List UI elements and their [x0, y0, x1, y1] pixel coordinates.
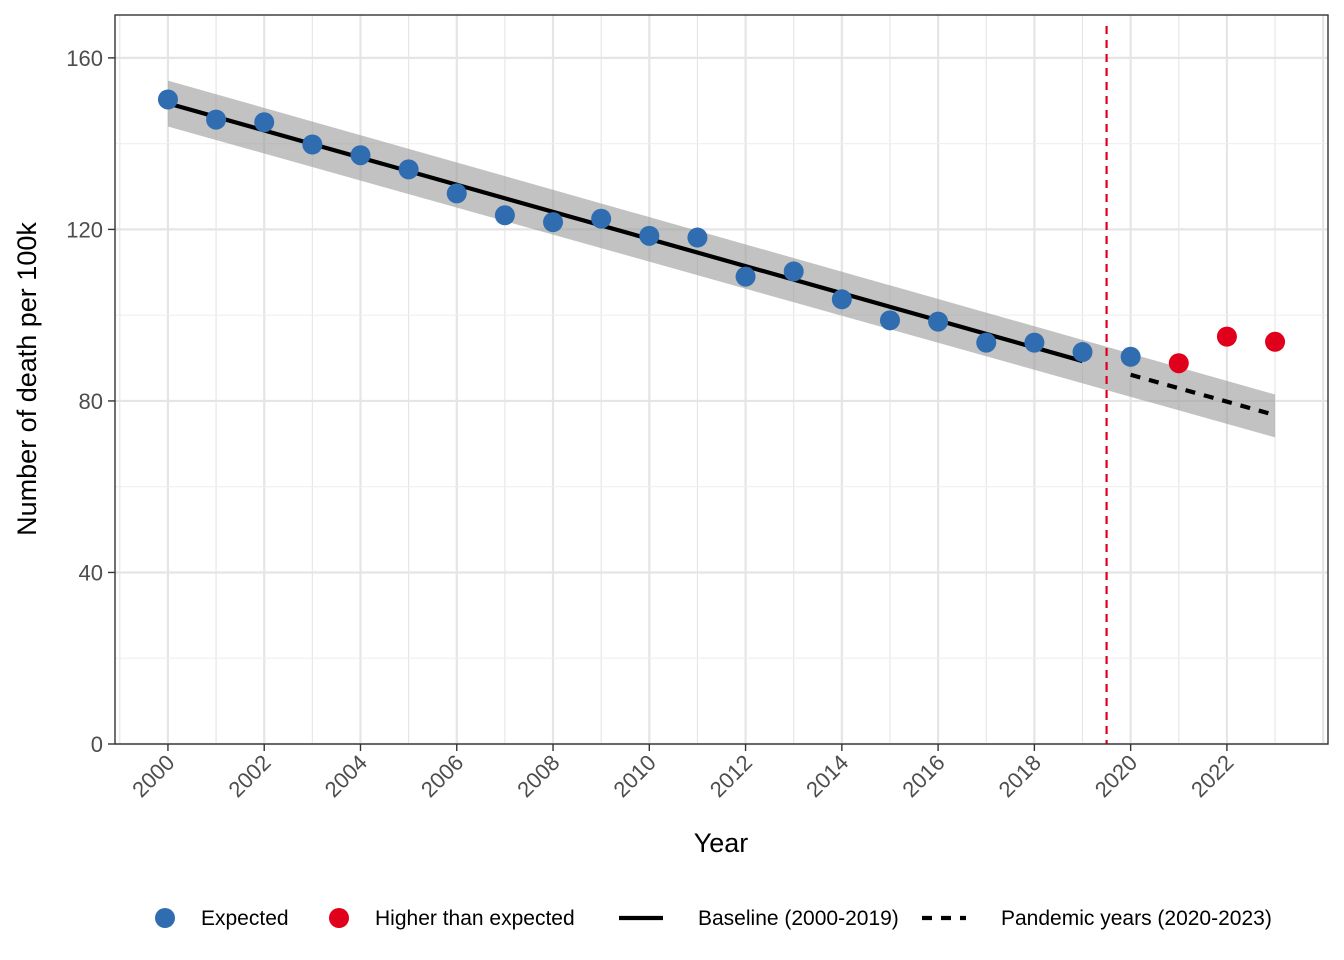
- expected-point: [206, 109, 227, 130]
- expected-point: [735, 266, 756, 287]
- x-tick-label: 2014: [801, 750, 853, 802]
- legend-label: Pandemic years (2020-2023): [1001, 907, 1272, 930]
- x-tick-label: 2022: [1186, 750, 1238, 802]
- x-tick-label: 2016: [897, 750, 949, 802]
- x-axis-title: Year: [694, 828, 749, 858]
- expected-point: [639, 225, 660, 246]
- x-tick-label: 2004: [320, 750, 372, 802]
- expected-point: [1024, 332, 1045, 353]
- x-tick-label: 2006: [416, 750, 468, 802]
- legend-key-point: [329, 908, 349, 928]
- data-points: [157, 89, 1286, 374]
- legend-label: Expected: [201, 907, 289, 930]
- plot-panel-border: [114, 14, 1329, 745]
- higher-than-expected-point: [1168, 353, 1189, 374]
- y-tick-label: 160: [66, 46, 103, 71]
- expected-point: [254, 112, 275, 133]
- legend-label: Baseline (2000-2019): [698, 907, 899, 930]
- legend: Expected Higher than expected Baseline (20…: [155, 907, 1272, 930]
- expected-point: [831, 289, 852, 310]
- legend-label: Higher than expected: [375, 907, 575, 930]
- pandemic-trend-line: [1130, 372, 1276, 418]
- x-tick-label: 2000: [127, 750, 179, 802]
- expected-point: [494, 205, 515, 226]
- axes: 0 40 80 120 160 2000 2002 2004 2006 2008 2010 2012 2…: [66, 46, 1238, 802]
- higher-than-expected-point: [1216, 326, 1237, 347]
- expected-point: [783, 261, 804, 282]
- y-axis-title: Number of death per 100k: [12, 222, 42, 536]
- x-tick-label: 2018: [994, 750, 1046, 802]
- y-tick-label: 40: [79, 560, 103, 585]
- legend-item: Pandemic years (2020-2023): [922, 907, 1272, 930]
- higher-than-expected-point: [1265, 331, 1286, 352]
- expected-point: [591, 208, 612, 229]
- legend-item: Higher than expected: [329, 907, 575, 930]
- legend-item: Expected: [155, 907, 289, 930]
- expected-point: [350, 145, 371, 166]
- expected-point: [976, 332, 997, 353]
- expected-point: [928, 311, 949, 332]
- y-tick-label: 120: [66, 217, 103, 242]
- expected-point: [543, 212, 564, 233]
- expected-point: [1120, 346, 1141, 367]
- x-tick-label: 2002: [223, 750, 275, 802]
- expected-point: [157, 89, 178, 110]
- expected-point: [1072, 342, 1093, 363]
- x-tick-label: 2008: [512, 750, 564, 802]
- expected-point: [446, 183, 467, 204]
- expected-point: [879, 310, 900, 331]
- expected-point: [398, 159, 419, 180]
- x-tick-label: 2010: [609, 750, 661, 802]
- y-tick-label: 80: [79, 389, 103, 414]
- x-tick-label: 2012: [705, 750, 757, 802]
- expected-point: [302, 134, 323, 155]
- legend-item: Baseline (2000-2019): [619, 907, 899, 930]
- legend-key-point: [155, 908, 175, 928]
- y-tick-label: 0: [91, 732, 103, 757]
- x-tick-label: 2020: [1090, 750, 1142, 802]
- expected-point: [687, 227, 708, 248]
